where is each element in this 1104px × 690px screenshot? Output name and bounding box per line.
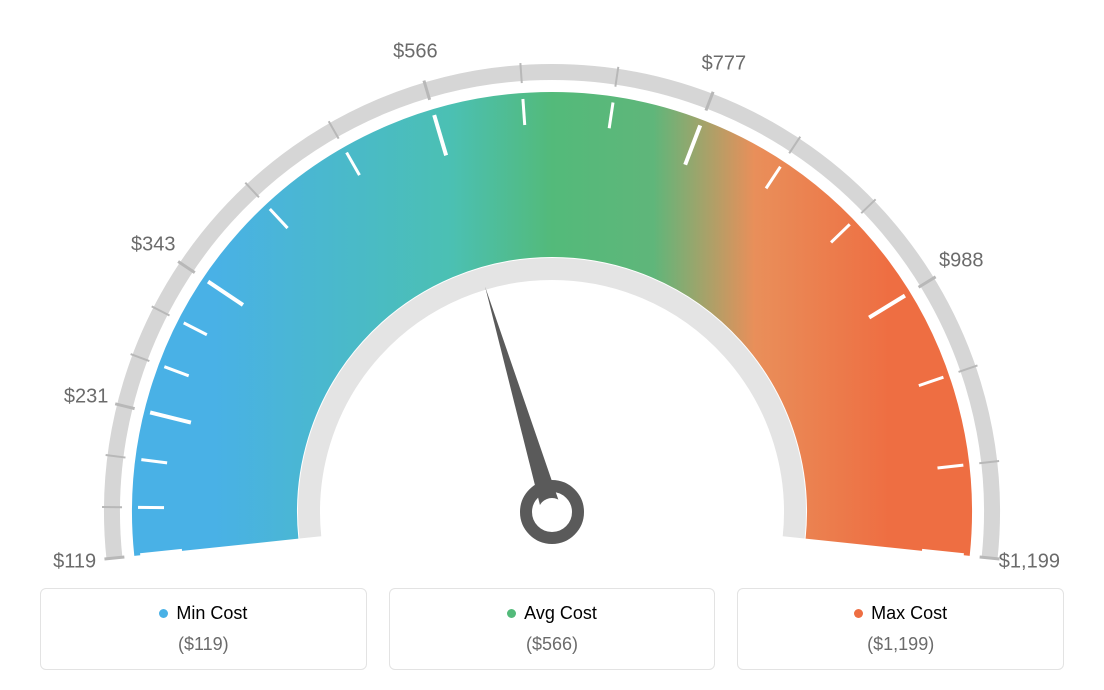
gauge-area: $119$231$343$566$777$988$1,199 <box>0 0 1104 570</box>
tick-label: $777 <box>702 52 747 75</box>
legend-label-max: Max Cost <box>871 603 947 624</box>
tick-label: $343 <box>131 233 176 256</box>
tick-label: $566 <box>393 40 438 63</box>
tick-label: $231 <box>64 385 109 408</box>
tick-label: $988 <box>939 250 984 273</box>
legend-label-min: Min Cost <box>176 603 247 624</box>
legend-title-max: Max Cost <box>854 603 947 624</box>
legend-card-max: Max Cost ($1,199) <box>737 588 1064 670</box>
legend-dot-min <box>159 609 168 618</box>
legend-label-avg: Avg Cost <box>524 603 597 624</box>
tick-label: $119 <box>53 551 96 574</box>
gauge-svg <box>0 0 1104 570</box>
legend-title-avg: Avg Cost <box>507 603 597 624</box>
legend-card-avg: Avg Cost ($566) <box>389 588 716 670</box>
tick-label: $1,199 <box>999 551 1060 574</box>
legend-value-avg: ($566) <box>400 634 705 655</box>
legend-dot-max <box>854 609 863 618</box>
legend-value-min: ($119) <box>51 634 356 655</box>
legend-row: Min Cost ($119) Avg Cost ($566) Max Cost… <box>40 588 1064 670</box>
gauge-chart-container: $119 $231 $343 $566 $777 $988 $1,199 Min Cost … <box>0 0 1104 690</box>
legend-dot-avg <box>507 609 516 618</box>
legend-value-max: ($1,199) <box>748 634 1053 655</box>
legend-card-min: Min Cost ($119) <box>40 588 367 670</box>
legend-title-min: Min Cost <box>159 603 247 624</box>
